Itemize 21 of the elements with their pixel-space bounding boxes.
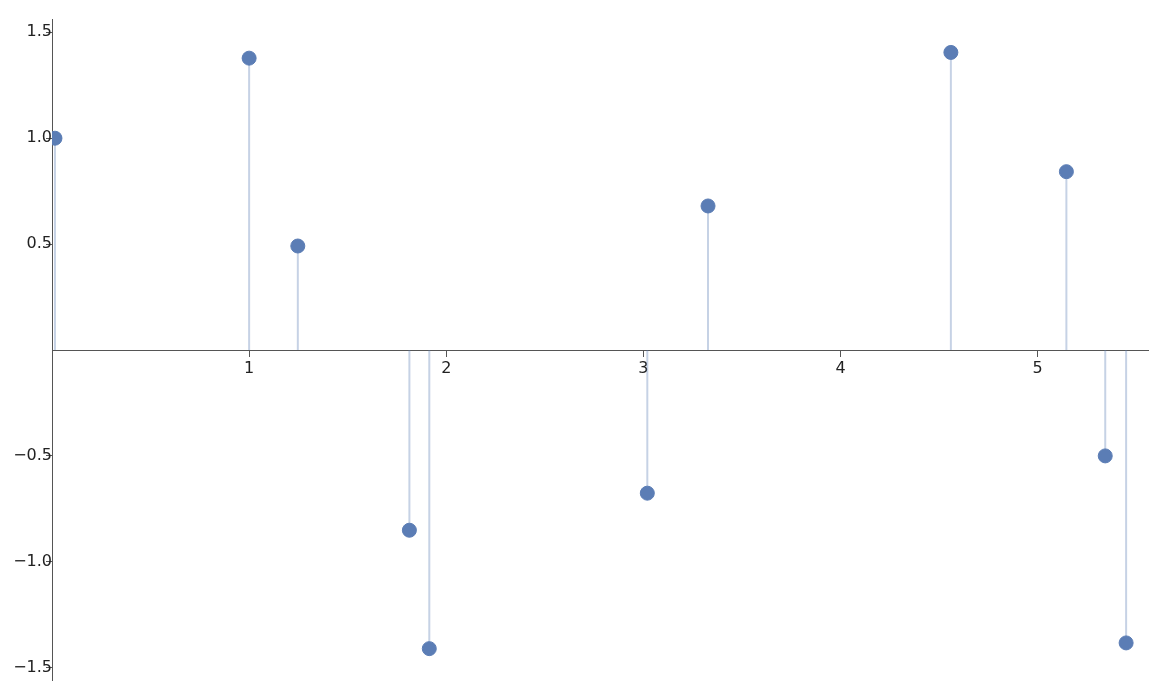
point — [1118, 635, 1134, 651]
y-tick-label: −1.5 — [13, 656, 52, 676]
point — [639, 485, 655, 501]
point — [241, 50, 257, 66]
point — [700, 198, 716, 214]
y-tick-label: 1.5 — [26, 21, 52, 41]
x-tick-label: 5 — [1032, 357, 1043, 377]
y-tick-label: −0.5 — [13, 445, 52, 465]
x-tick-label: 3 — [638, 357, 649, 377]
point — [290, 238, 306, 254]
point — [401, 522, 417, 538]
x-tick-label: 2 — [441, 357, 452, 377]
x-tick-label: 4 — [835, 357, 846, 377]
point — [1058, 164, 1074, 180]
y-tick-label: 1.0 — [26, 127, 52, 147]
y-tick-label: −1.0 — [13, 550, 52, 570]
point — [421, 641, 437, 657]
x-tick-label: 1 — [244, 357, 255, 377]
y-tick-label: 0.5 — [26, 233, 52, 253]
point — [1097, 448, 1113, 464]
point — [943, 44, 959, 60]
